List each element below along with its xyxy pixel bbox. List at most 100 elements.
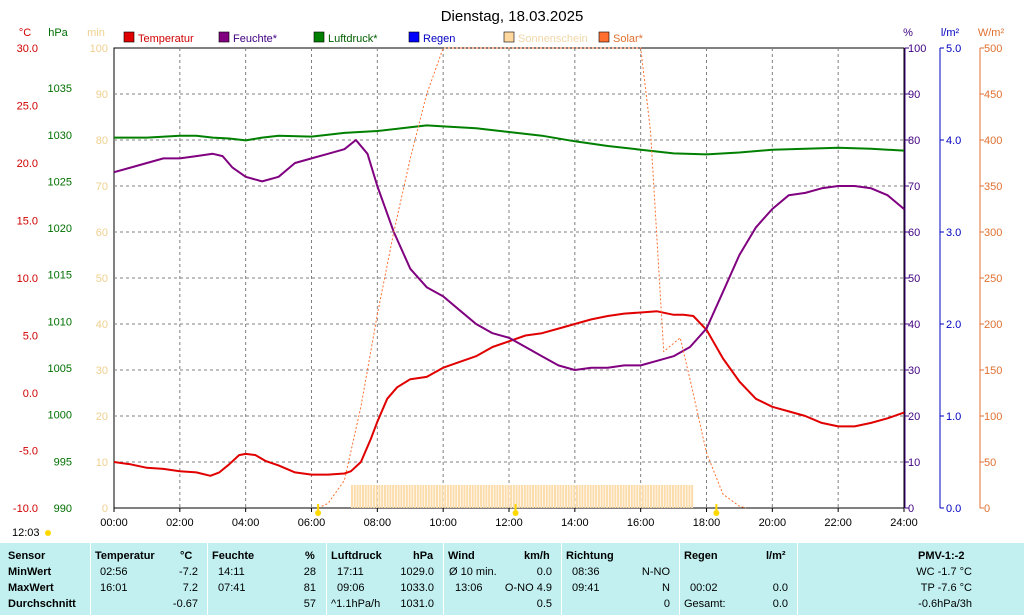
rain-tick-label: 5.0 xyxy=(946,43,961,55)
solar-tick-label: 0 xyxy=(984,503,990,515)
header-humidity: Feuchte xyxy=(212,550,255,562)
sunshine-bar xyxy=(575,485,578,508)
header-rain-unit: l/m² xyxy=(766,550,786,562)
stats-divider xyxy=(207,543,208,615)
sunshine-bar xyxy=(589,485,592,508)
sunshine-bar xyxy=(419,485,422,508)
series-line-luftdruck xyxy=(114,124,905,156)
sunshine-tick-label: 50 xyxy=(96,273,108,285)
solar-tick-label: 150 xyxy=(984,365,1002,377)
sunshine-bar xyxy=(636,485,639,508)
solar-tick-label: 300 xyxy=(984,227,1002,239)
rain-total-value: 0.0 xyxy=(772,598,788,610)
sunshine-bar xyxy=(644,485,647,508)
axis-unit-label: hPa xyxy=(48,27,68,39)
sunshine-bar xyxy=(515,485,518,508)
sunshine-bar xyxy=(488,485,491,508)
rain-tick-label: 3.0 xyxy=(946,227,961,239)
sunshine-tick-label: 100 xyxy=(90,43,108,55)
temperature-tick-label: 10.0 xyxy=(17,273,38,285)
sunshine-bar xyxy=(641,485,644,508)
max-rain-time: 00:02 xyxy=(690,582,718,594)
sunshine-bar xyxy=(449,485,452,508)
sunshine-bar xyxy=(359,485,362,508)
sunshine-tick-label: 30 xyxy=(96,365,108,377)
sunshine-bar xyxy=(471,485,474,508)
sunshine-bar xyxy=(586,485,589,508)
sunshine-bar xyxy=(411,485,414,508)
wind-chill-value: WC -1.7 °C xyxy=(916,566,972,578)
pressure-tick-label: 1015 xyxy=(48,270,72,282)
axis-unit-label: l/m² xyxy=(941,27,960,39)
sunshine-bar xyxy=(460,485,463,508)
sunshine-bar xyxy=(543,485,546,508)
sunshine-tick-label: 70 xyxy=(96,181,108,193)
sunshine-bar xyxy=(504,485,507,508)
stats-row-avg: Durchschnitt -0.67 57 ^1.1hPa/h 1031.0 0… xyxy=(0,596,1024,612)
sunshine-bar xyxy=(375,485,378,508)
sunshine-bar xyxy=(680,485,683,508)
sunshine-bar xyxy=(625,485,628,508)
min-press-time: 17:11 xyxy=(337,566,364,578)
header-temperature-unit: °C xyxy=(180,550,193,562)
solar-tick-label: 100 xyxy=(984,411,1002,423)
header-temperature: Temperatur xyxy=(95,550,155,562)
sunshine-bar xyxy=(455,485,458,508)
max-hum-value: 81 xyxy=(303,582,316,594)
x-tick-label: 00:00 xyxy=(100,517,128,529)
humidity-tick-label: 60 xyxy=(908,227,920,239)
x-tick-label: 16:00 xyxy=(627,517,655,529)
stats-divider xyxy=(90,543,91,615)
min-temp-time: 02:56 xyxy=(100,566,128,578)
avg-temp-value: -0.67 xyxy=(172,598,198,610)
sunshine-bar xyxy=(639,485,642,508)
sunshine-bar xyxy=(600,485,603,508)
max-rain-value: 0.0 xyxy=(772,582,788,594)
avg-press-value: 1031.0 xyxy=(400,598,434,610)
min-hum-value: 28 xyxy=(303,566,316,578)
legend-swatch xyxy=(598,31,610,43)
pressure-tick-label: 995 xyxy=(54,456,72,468)
sunshine-bar xyxy=(652,485,655,508)
pressure-tick-label: 1020 xyxy=(48,223,72,235)
sunshine-bar xyxy=(436,485,439,508)
sunshine-tick-label: 10 xyxy=(96,457,108,469)
sunshine-bar xyxy=(496,485,499,508)
row-label-max: MaxWert xyxy=(8,582,54,594)
series-line-solar xyxy=(317,47,747,509)
sunshine-tick-label: 60 xyxy=(96,227,108,239)
legend-swatch xyxy=(503,31,515,43)
stats-header-row: Sensor Temperatur °C Feuchte % Luftdruck… xyxy=(0,548,1024,564)
solar-tick-label: 450 xyxy=(984,89,1002,101)
pressure-tick-label: 1005 xyxy=(48,363,72,375)
temperature-tick-label: -5.0 xyxy=(19,446,38,458)
rain-tick-label: 2.0 xyxy=(946,319,961,331)
humidity-tick-label: 20 xyxy=(908,411,920,423)
min-temp-value: -7.2 xyxy=(179,566,198,578)
axis-unit-label: W/m² xyxy=(978,27,1005,39)
stats-divider xyxy=(443,543,444,615)
min-hum-time: 14:11 xyxy=(218,566,245,578)
row-label-min: MinWert xyxy=(8,566,52,578)
x-tick-label: 04:00 xyxy=(232,517,260,529)
legend-swatch xyxy=(408,31,420,43)
sunshine-bar xyxy=(405,485,408,508)
sunshine-bar xyxy=(614,485,617,508)
sunshine-bar xyxy=(353,485,356,508)
sunshine-bar xyxy=(493,485,496,508)
sunshine-bar xyxy=(540,485,543,508)
sunshine-bar xyxy=(485,485,488,508)
sunshine-bar xyxy=(685,485,688,508)
series-line-temperatur xyxy=(113,310,905,477)
avg-wind-value: 0.5 xyxy=(536,598,552,610)
temperature-tick-label: 5.0 xyxy=(23,331,38,343)
sunshine-bar xyxy=(427,485,430,508)
sunshine-bar xyxy=(521,485,524,508)
sunset-marker-dot xyxy=(713,510,720,516)
max-press-value: 1033.0 xyxy=(400,582,434,594)
sunshine-bar xyxy=(682,485,685,508)
sunshine-bar xyxy=(474,485,477,508)
sunshine-bar xyxy=(603,485,606,508)
temperature-tick-label: 15.0 xyxy=(17,216,38,228)
pressure-trend: ^1.1hPa/h xyxy=(331,598,381,610)
